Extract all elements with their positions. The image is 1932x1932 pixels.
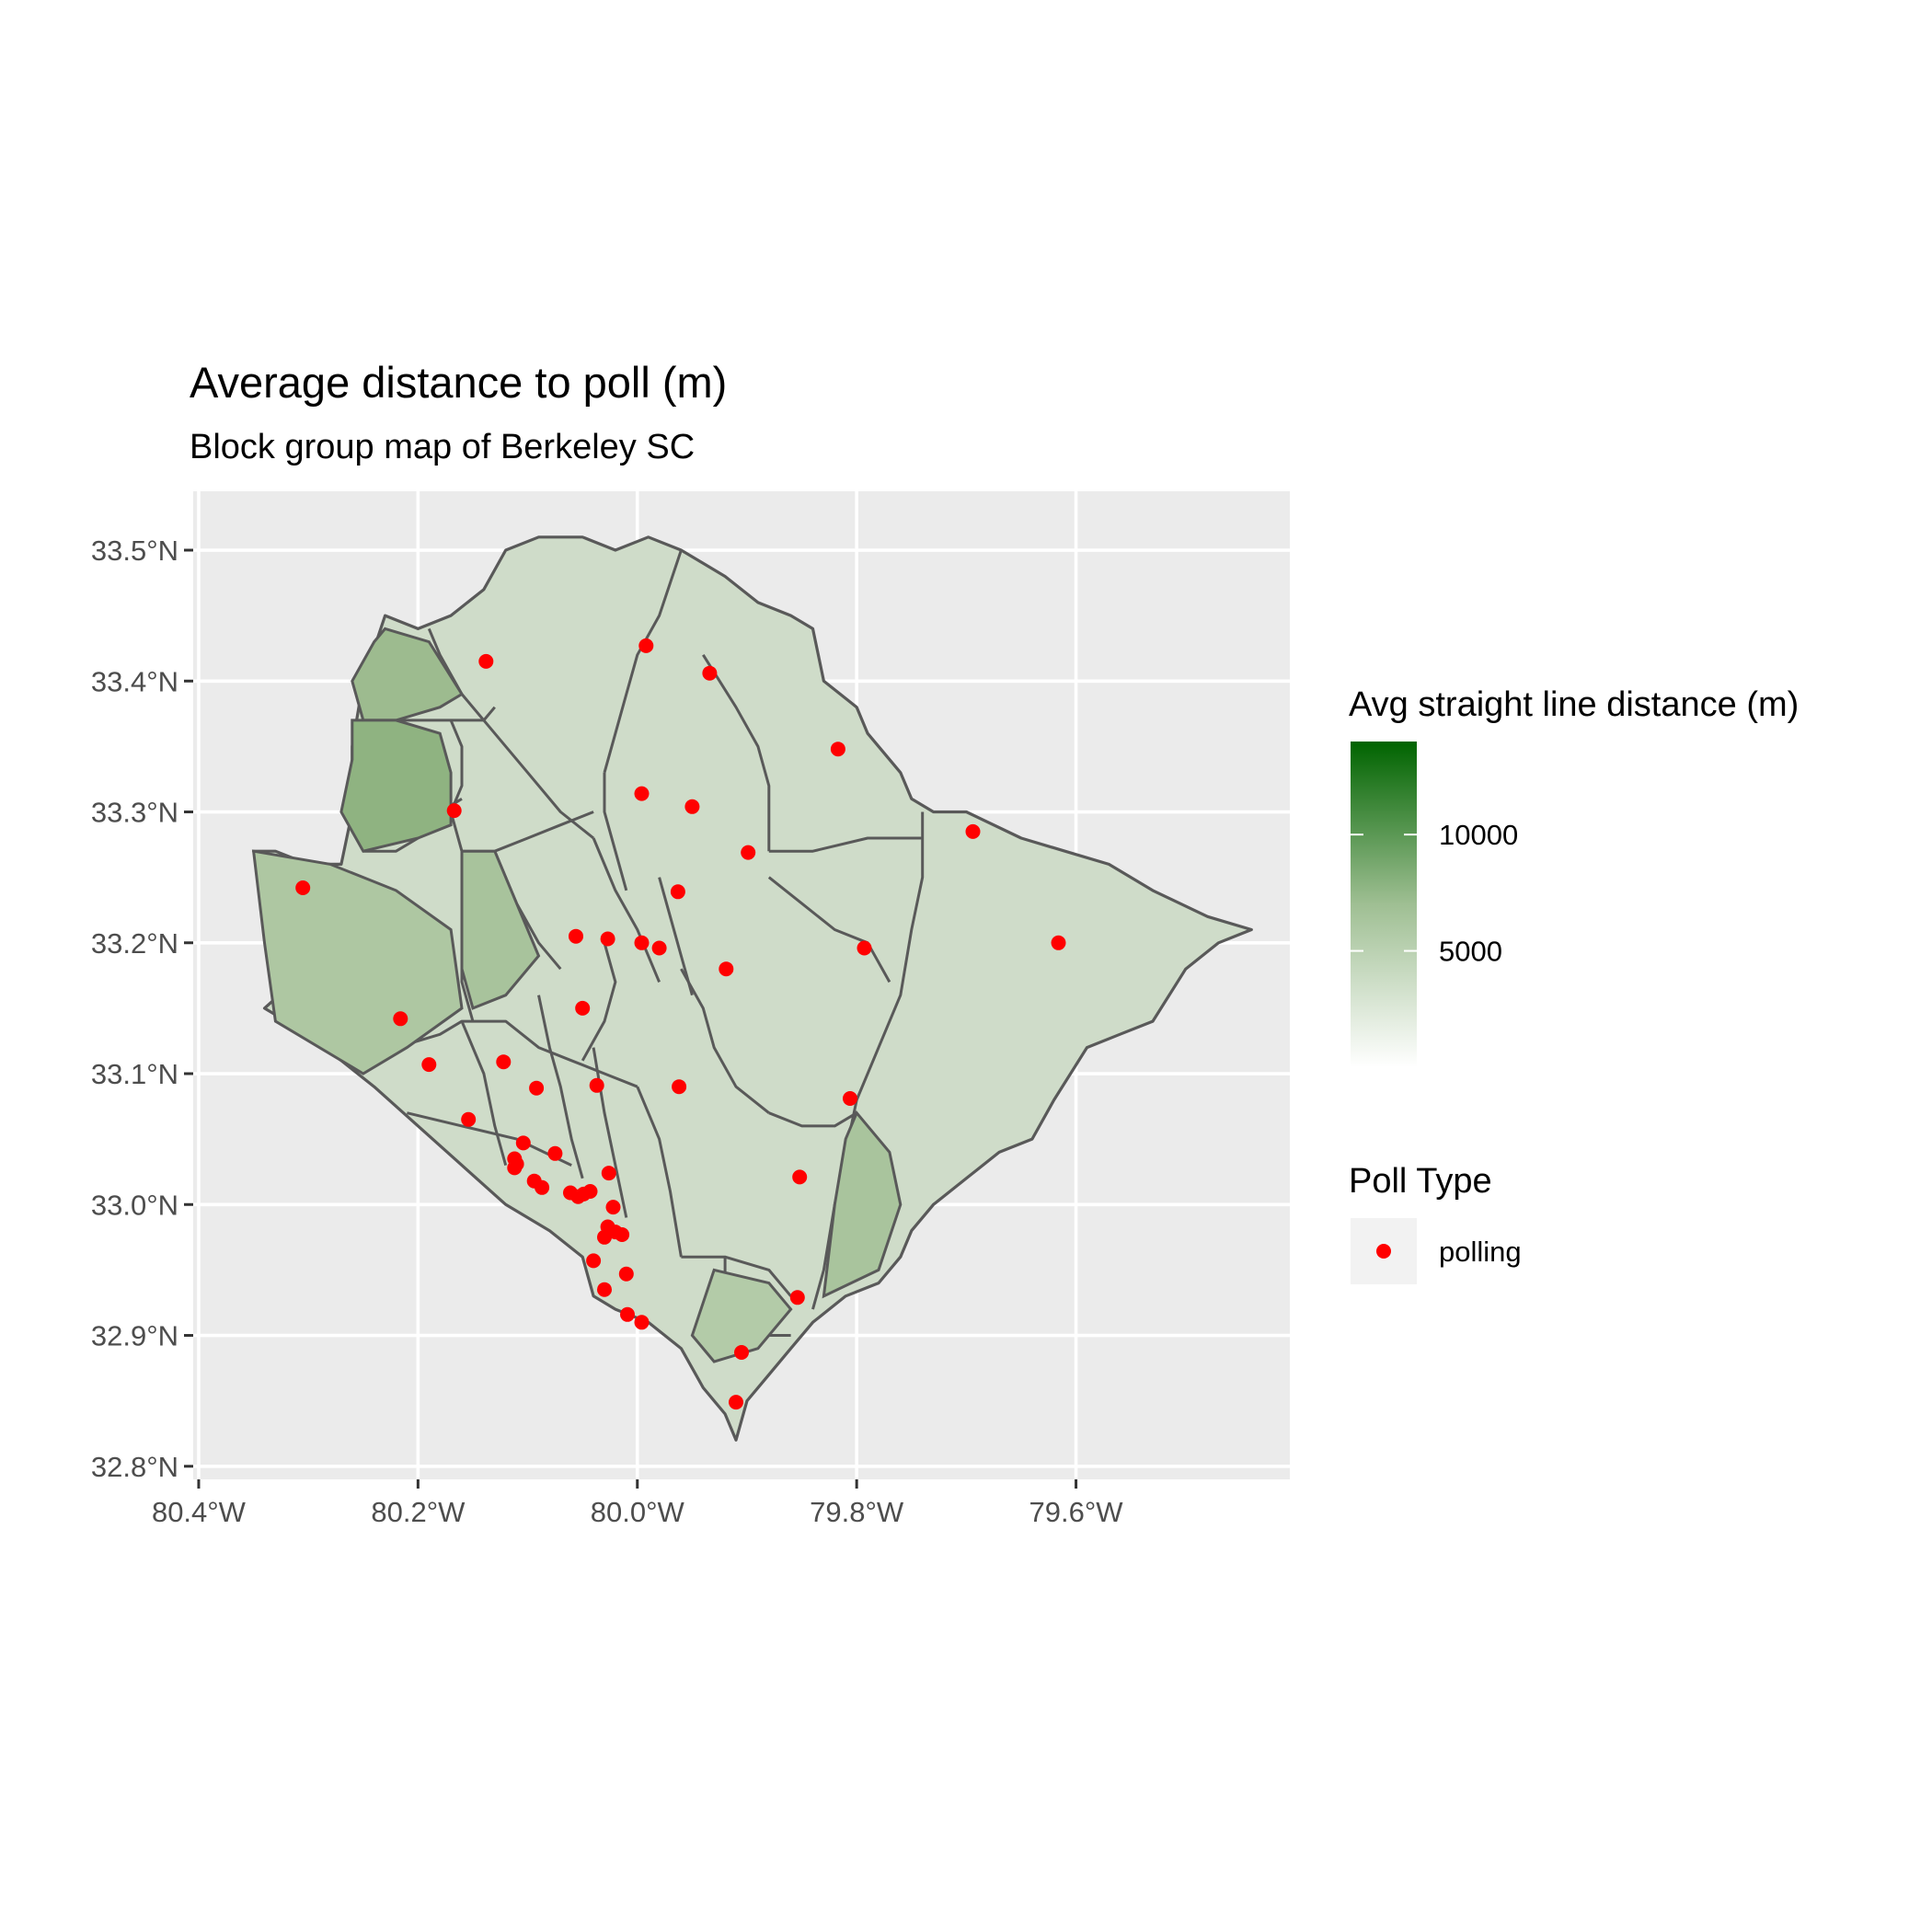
poll-point bbox=[638, 638, 654, 653]
block-group-boundary-line bbox=[768, 836, 923, 853]
fill-legend-colorbar bbox=[1351, 742, 1417, 1067]
poll-point bbox=[582, 1184, 598, 1199]
poll-point bbox=[446, 803, 462, 819]
x-tick-label: 80.0°W bbox=[591, 1496, 685, 1528]
poll-point bbox=[569, 928, 583, 944]
x-tick-label: 80.2°W bbox=[371, 1496, 466, 1528]
block-group-boundary-line bbox=[603, 549, 683, 774]
block-group-polygon-shaded bbox=[690, 1268, 793, 1363]
x-tick-label: 80.4°W bbox=[152, 1496, 247, 1528]
poll-point bbox=[496, 1054, 512, 1070]
block-group-boundary-line bbox=[768, 1111, 857, 1128]
y-tick-label: 33.3°N bbox=[91, 797, 178, 829]
poll-point bbox=[719, 961, 734, 977]
poll-point bbox=[620, 1306, 635, 1322]
poll-point bbox=[615, 1227, 630, 1242]
x-tick-label: 79.8°W bbox=[810, 1496, 904, 1528]
poll-point bbox=[857, 940, 872, 956]
fill-legend-tick-label: 10000 bbox=[1439, 819, 1518, 851]
block-group-boundary-line bbox=[581, 942, 617, 1062]
poll-point bbox=[393, 1011, 408, 1027]
block-group-boundary-line bbox=[811, 811, 925, 1310]
poll-point bbox=[529, 1080, 545, 1096]
poll-points bbox=[295, 638, 1066, 1410]
poll-point bbox=[830, 742, 845, 757]
block-group-boundary-line bbox=[702, 654, 771, 852]
poll-point bbox=[634, 935, 650, 950]
poll-point bbox=[509, 1156, 524, 1172]
poll-point bbox=[601, 1166, 616, 1181]
block-group-polygon-shaded bbox=[251, 849, 464, 1075]
block-group-fills bbox=[251, 549, 925, 1363]
y-tick-label: 33.0°N bbox=[91, 1189, 178, 1221]
poll-point bbox=[535, 1179, 550, 1195]
poll-point bbox=[789, 1290, 805, 1305]
block-group-outer-boundary bbox=[252, 535, 1253, 1442]
block-group-polygon-shaded bbox=[822, 1110, 903, 1299]
poll-point bbox=[792, 1169, 808, 1185]
y-tick-label: 33.1°N bbox=[91, 1058, 178, 1090]
poll-point bbox=[670, 884, 685, 900]
block-group-boundary-line bbox=[636, 1086, 683, 1258]
poll-point bbox=[547, 1145, 563, 1161]
poll-point bbox=[965, 823, 981, 839]
poll-point bbox=[597, 1282, 612, 1297]
poll-point bbox=[600, 931, 615, 947]
poll-point bbox=[1051, 935, 1066, 950]
poll-point bbox=[843, 1091, 857, 1106]
y-axis: 33.5°N 33.4°N 33.3°N 33.2°N 33.1°N 33.0°N 32.9… bbox=[91, 535, 193, 1483]
block-group-boundary-line bbox=[767, 876, 891, 983]
plot-subtitle: Block group map of Berkeley SC bbox=[190, 428, 695, 466]
y-tick-label: 33.2°N bbox=[91, 927, 178, 960]
poll-point bbox=[741, 845, 756, 860]
plot-title: Average distance to poll (m) bbox=[190, 358, 727, 407]
poll-point bbox=[618, 1266, 634, 1282]
poll-point bbox=[461, 1111, 477, 1127]
point-legend-marker bbox=[1376, 1244, 1391, 1259]
poll-point bbox=[734, 1345, 749, 1360]
point-legend-label: polling bbox=[1439, 1236, 1522, 1268]
block-group-boundary-line bbox=[407, 1111, 572, 1167]
poll-point bbox=[634, 786, 650, 801]
poll-point bbox=[605, 1200, 621, 1215]
poll-point bbox=[672, 1079, 687, 1095]
poll-point bbox=[575, 1000, 591, 1016]
poll-point bbox=[651, 940, 667, 956]
poll-point bbox=[295, 880, 311, 895]
block-group-polygon-shaded bbox=[460, 849, 541, 1010]
fill-legend-ticks: 10000 5000 bbox=[1351, 819, 1518, 968]
poll-point bbox=[421, 1057, 437, 1073]
block-group-boundary-line bbox=[460, 1020, 508, 1167]
point-legend-title: Poll Type bbox=[1349, 1162, 1492, 1201]
poll-point bbox=[684, 799, 700, 814]
y-tick-label: 32.9°N bbox=[91, 1320, 178, 1352]
poll-point bbox=[702, 665, 718, 681]
fill-legend-title: Avg straight line distance (m) bbox=[1349, 685, 1799, 724]
block-group-boundary-line bbox=[681, 1255, 792, 1297]
poll-point bbox=[597, 1229, 612, 1245]
y-tick-label: 32.8°N bbox=[91, 1451, 178, 1483]
block-group-boundary-line bbox=[427, 627, 595, 840]
block-group-polygons bbox=[252, 535, 1253, 1442]
poll-point bbox=[478, 653, 494, 669]
block-group-boundary-line bbox=[680, 968, 770, 1114]
x-axis: 80.4°W 80.2°W 80.0°W 79.8°W 79.6°W bbox=[152, 1479, 1123, 1528]
block-group-boundary-line bbox=[592, 837, 661, 983]
fill-legend-tick-label: 5000 bbox=[1439, 936, 1502, 968]
poll-point bbox=[634, 1315, 650, 1330]
block-group-boundary-line bbox=[603, 772, 628, 891]
y-tick-label: 33.5°N bbox=[91, 535, 178, 567]
block-group-boundary-line bbox=[658, 877, 694, 996]
poll-point bbox=[586, 1253, 602, 1269]
y-tick-label: 33.4°N bbox=[91, 665, 178, 697]
x-tick-label: 79.6°W bbox=[1029, 1496, 1124, 1528]
block-group-polygon-shaded bbox=[339, 719, 453, 853]
block-group-boundary-line bbox=[537, 995, 584, 1179]
poll-point bbox=[515, 1135, 531, 1151]
poll-point bbox=[729, 1395, 743, 1410]
poll-point bbox=[589, 1077, 604, 1093]
